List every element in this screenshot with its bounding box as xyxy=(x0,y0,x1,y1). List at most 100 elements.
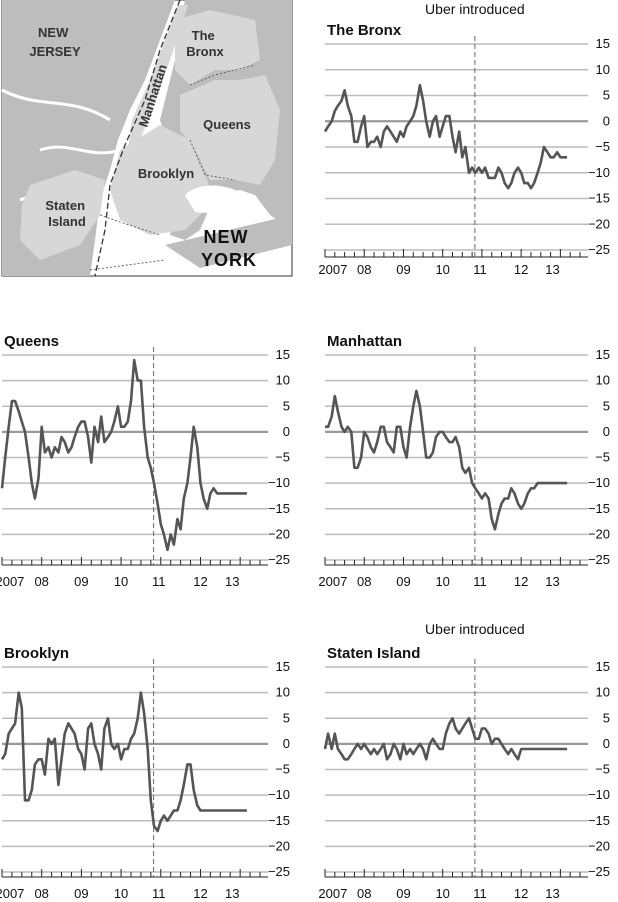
x-tick-label: 12 xyxy=(193,574,207,589)
x-tick-label: 11 xyxy=(152,886,166,901)
y-tick-label: −20 xyxy=(588,838,610,853)
manhattan-area xyxy=(128,5,188,150)
series-line xyxy=(323,717,568,761)
y-tick-label: 15 xyxy=(276,347,290,362)
staten-island-area xyxy=(20,170,105,260)
y-tick-label: −15 xyxy=(588,191,610,206)
y-tick-label: −25 xyxy=(588,242,610,257)
y-tick-label: −25 xyxy=(268,864,290,879)
y-tick-label: 10 xyxy=(596,685,610,700)
y-tick-label: −10 xyxy=(268,475,290,490)
x-tick-label: 13 xyxy=(545,574,559,589)
x-tick-label: 13 xyxy=(225,886,239,901)
y-tick-label: −5 xyxy=(275,762,290,777)
x-tick-label: 09 xyxy=(74,886,88,901)
y-tick-label: −25 xyxy=(588,552,610,567)
panel-title: Brooklyn xyxy=(4,645,69,662)
panel-title: Staten Island xyxy=(327,645,420,662)
x-tick-label: 13 xyxy=(225,574,239,589)
y-tick-label: −10 xyxy=(588,165,610,180)
x-tick-label: 2007 xyxy=(318,574,347,589)
map-label-staten-island: Staten Island xyxy=(45,198,88,229)
y-tick-label: 0 xyxy=(603,424,610,439)
new-york-shore xyxy=(165,215,292,268)
x-tick-label: 12 xyxy=(514,574,528,589)
y-tick-label: −15 xyxy=(268,813,290,828)
y-tick-label: 15 xyxy=(276,659,290,674)
x-tick-label: 08 xyxy=(357,886,371,901)
uber-introduced-label: Uber introduced xyxy=(425,621,525,637)
x-tick-label: 08 xyxy=(34,886,48,901)
x-tick-label: 10 xyxy=(435,886,449,901)
y-tick-label: 10 xyxy=(596,373,610,388)
chart-panel-queens: Queens 15 10 5 0 −5 −10 −15 −20 −25 2007 08 09 10 11 12… xyxy=(0,333,290,589)
jamaica-bay xyxy=(185,185,245,213)
x-tick-label: 09 xyxy=(396,262,410,277)
y-tick-label: −10 xyxy=(588,475,610,490)
y-tick-label: 10 xyxy=(596,62,610,77)
x-tick-label: 10 xyxy=(435,262,449,277)
y-tick-label: 15 xyxy=(596,36,610,51)
x-tick-label: 10 xyxy=(114,574,128,589)
y-tick-label: 5 xyxy=(603,398,610,413)
x-tick-label: 2007 xyxy=(0,574,24,589)
x-tick-label: 08 xyxy=(34,574,48,589)
x-tick-label: 12 xyxy=(193,886,207,901)
y-tick-label: −15 xyxy=(588,813,610,828)
map-label-brooklyn: Brooklyn xyxy=(138,166,194,181)
y-tick-label: 0 xyxy=(603,113,610,128)
x-tick-label: 13 xyxy=(545,262,559,277)
y-tick-label: −5 xyxy=(275,450,290,465)
brooklyn-area xyxy=(110,125,215,235)
x-tick-label: 08 xyxy=(357,574,371,589)
series-line xyxy=(0,358,247,552)
x-tick-label: 2007 xyxy=(318,886,347,901)
x-tick-label: 11 xyxy=(473,262,487,277)
chart-panel-manhattan: Manhattan 15 10 5 0 −5 −10 −15 −20 −25 2007 08 09 10 1… xyxy=(318,333,610,589)
queens-area xyxy=(180,75,280,185)
series-line xyxy=(323,83,568,190)
series-line xyxy=(0,691,247,833)
y-tick-label: −10 xyxy=(588,787,610,802)
y-tick-label: −20 xyxy=(588,216,610,231)
y-tick-label: −5 xyxy=(595,762,610,777)
nyc-borough-map: NEW JERSEY Manhattan The Bronx Queens Br… xyxy=(1,0,293,277)
map-label-queens: Queens xyxy=(203,117,251,132)
uber-introduced-label: Uber introduced xyxy=(425,1,525,17)
x-tick-label: 12 xyxy=(514,886,528,901)
y-tick-label: −15 xyxy=(588,501,610,516)
chart-panel-brooklyn: Brooklyn 15 10 5 0 −5 −10 −15 −20 −25 2007 08 09 10 11… xyxy=(0,645,290,901)
y-tick-label: 5 xyxy=(603,88,610,103)
y-tick-label: −20 xyxy=(268,838,290,853)
x-tick-label: 11 xyxy=(473,574,487,589)
y-tick-label: −25 xyxy=(588,864,610,879)
borough-border xyxy=(94,0,181,277)
y-tick-label: 0 xyxy=(283,424,290,439)
x-tick-label: 12 xyxy=(514,262,528,277)
y-tick-label: 5 xyxy=(283,398,290,413)
y-tick-label: −15 xyxy=(268,501,290,516)
series-line xyxy=(325,389,568,531)
y-tick-label: −25 xyxy=(268,552,290,567)
map-label-new-york: NEW YORK xyxy=(201,227,257,270)
x-tick-label: 11 xyxy=(152,574,166,589)
y-tick-label: 5 xyxy=(603,710,610,725)
x-tick-label: 2007 xyxy=(0,886,24,901)
x-tick-label: 10 xyxy=(435,574,449,589)
chart-panel-staten-island: Staten Island 15 10 5 0 −5 −10 −15 −20 −25 2007 08 0… xyxy=(318,621,610,901)
map-label-the-bronx: The Bronx xyxy=(186,28,224,59)
y-tick-label: 10 xyxy=(276,373,290,388)
y-tick-label: −20 xyxy=(588,526,610,541)
x-tick-label: 09 xyxy=(396,574,410,589)
chart-panel-the-bronx: The Bronx 15 10 5 0 −5 −10 −15 −20 −25 2007 08 09 10 1… xyxy=(318,1,610,277)
y-tick-label: 15 xyxy=(596,347,610,362)
x-tick-label: 08 xyxy=(357,262,371,277)
y-tick-label: 0 xyxy=(603,736,610,751)
x-tick-label: 09 xyxy=(74,574,88,589)
y-tick-label: 5 xyxy=(283,710,290,725)
y-tick-label: 0 xyxy=(283,736,290,751)
bronx-area xyxy=(175,10,260,85)
panel-title: Manhattan xyxy=(327,333,402,350)
y-tick-label: −10 xyxy=(268,787,290,802)
